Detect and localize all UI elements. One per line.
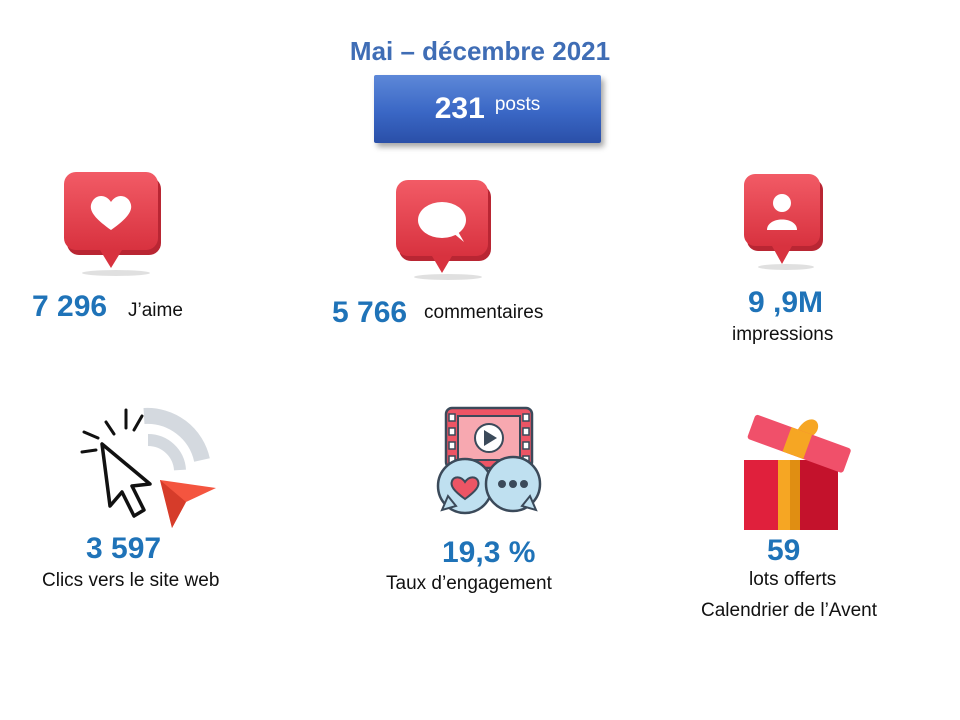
posts-label: posts xyxy=(494,94,541,115)
cursor-click-icon xyxy=(76,400,226,535)
likes-label: J’aime xyxy=(128,300,183,321)
video-engagement-icon xyxy=(434,406,544,518)
impressions-label: impressions xyxy=(732,324,834,345)
gift-box-icon xyxy=(742,408,854,532)
comments-label: commentaires xyxy=(424,302,544,323)
comments-value: 5 766 xyxy=(332,296,408,329)
posts-count: 231 xyxy=(434,92,485,125)
clicks-label: Clics vers le site web xyxy=(42,570,220,591)
page-title: Mai – décembre 2021 xyxy=(349,36,611,66)
heart-notification-icon xyxy=(64,172,164,276)
impressions-value: 9 ,9M xyxy=(748,286,824,319)
engagement-label: Taux d’engagement xyxy=(386,573,552,594)
gifts-label-line1: lots offerts xyxy=(749,569,837,590)
posts-count-box: 231 posts xyxy=(374,75,601,143)
comment-notification-icon xyxy=(396,180,496,280)
user-notification-icon xyxy=(744,174,826,270)
gifts-label-line2: Calendrier de l’Avent xyxy=(701,600,878,621)
engagement-value: 19,3 % xyxy=(442,536,536,569)
likes-value: 7 296 xyxy=(32,290,108,323)
gifts-value: 59 xyxy=(767,534,801,567)
clicks-value: 3 597 xyxy=(86,532,162,565)
